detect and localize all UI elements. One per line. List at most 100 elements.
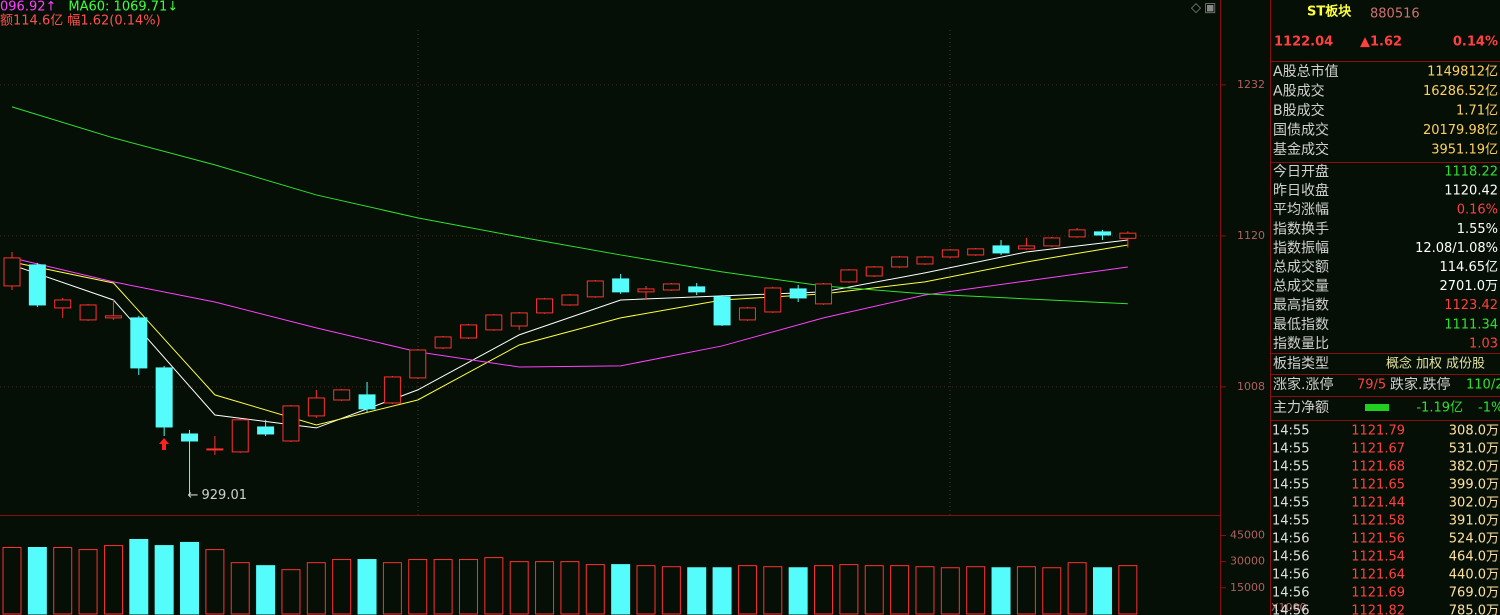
trade-volume: 785.0万 (1449, 604, 1499, 615)
change-pct: 0.14% (1453, 35, 1498, 50)
volume-bar (890, 565, 910, 615)
trade-price: 1121.82 (1351, 604, 1405, 615)
candle-body (383, 376, 401, 404)
icon[interactable]: ◇ (1191, 1, 1201, 16)
row-value: 1.71亿 (1456, 104, 1498, 119)
low-arrow (159, 438, 169, 450)
low-annotation: 929.01 (202, 488, 248, 503)
row-label: 跌家.跌停 (1390, 376, 1450, 393)
indicator-text: MA60: 1069.71↓ (68, 0, 178, 15)
candle-body (586, 280, 604, 298)
trade-price: 1121.69 (1351, 586, 1405, 601)
row-label: 涨家.涨停 (1273, 376, 1333, 393)
volume-bar (966, 566, 986, 615)
candle-body (3, 257, 21, 287)
volume-bar (636, 565, 656, 615)
ma-line (11, 257, 1128, 368)
candle-body (764, 287, 782, 313)
volume-bar (1092, 567, 1112, 615)
trade-time: 14:55 (1272, 478, 1309, 493)
trade-volume: 464.0万 (1449, 550, 1499, 565)
candle-body (561, 294, 579, 306)
trade-price: 1121.44 (1351, 496, 1405, 511)
row-label: 最低指数 (1273, 317, 1329, 333)
trade-time: 14:55 (1272, 460, 1309, 475)
row-label: 主力净额 (1273, 400, 1329, 416)
row-label: 国债成交 (1273, 122, 1329, 139)
icon[interactable]: ▣ (1204, 1, 1216, 16)
row-label: 今日开盘 (1273, 163, 1329, 180)
row-value: 0.16% (1457, 203, 1498, 218)
ma-line (11, 244, 1128, 426)
volume-bar (2, 546, 22, 615)
row-value: -1.19亿 (1416, 401, 1463, 416)
trade-time: 14:55 (1272, 496, 1309, 511)
candle-body (155, 367, 173, 428)
row-value: 12.08/1.08% (1415, 241, 1498, 256)
row-value: 2701.0万 (1440, 279, 1499, 294)
candle-body (358, 394, 376, 410)
volume-bar (281, 569, 301, 615)
trade-price: 1121.65 (1351, 478, 1405, 493)
candle-body (967, 248, 985, 256)
row-label: 平均涨幅 (1273, 202, 1329, 218)
candle-body (941, 249, 959, 258)
trade-time: 14:56 (1272, 586, 1309, 601)
candle-body (662, 283, 680, 291)
trade-volume: 302.0万 (1449, 496, 1499, 511)
volume-bar (712, 567, 732, 615)
sector-code: 880516 (1370, 7, 1420, 22)
candle-body (536, 298, 554, 314)
row-value: 114.65亿 (1440, 260, 1499, 275)
row-label: 总成交量 (1273, 278, 1329, 295)
candle-body (1119, 232, 1137, 239)
trade-price: 1121.67 (1351, 442, 1405, 457)
trade-time: 14:55 (1272, 514, 1309, 529)
trade-volume: 440.0万 (1449, 568, 1499, 583)
low-annotation-arrow: ← (188, 488, 199, 503)
row-label: 指数振幅 (1273, 240, 1329, 256)
row-label: A股总市值 (1273, 63, 1339, 80)
volume-bar (458, 559, 478, 615)
volume-bar (814, 565, 834, 615)
row-label: A股成交 (1273, 83, 1325, 100)
volume-bar (560, 561, 580, 615)
trade-volume: 308.0万 (1449, 424, 1499, 439)
candle-body (409, 349, 427, 379)
volume-bar (357, 559, 377, 615)
volume-bar (661, 566, 681, 615)
type-option[interactable]: 成份股 (1446, 357, 1485, 372)
candle-body (206, 448, 224, 451)
volume-bar (1042, 567, 1062, 615)
candle-body (257, 426, 275, 435)
volume-bar (509, 561, 529, 615)
volume-unit: X1000 (1271, 601, 1307, 614)
trade-volume: 531.0万 (1449, 442, 1499, 457)
candle-body (1043, 237, 1061, 247)
type-option[interactable]: 概念 (1386, 356, 1412, 372)
y-tick-label: 1008 (1237, 380, 1265, 393)
type-option[interactable]: 加权 (1416, 356, 1442, 372)
candle-body (865, 266, 883, 277)
row-label: 指数量比 (1273, 336, 1329, 352)
volume-tick-label: 30000 (1230, 555, 1265, 568)
volume-bar (1067, 562, 1087, 615)
candle-body (688, 286, 706, 293)
trade-price: 1121.64 (1351, 568, 1405, 583)
candle-body (1093, 231, 1111, 236)
indicator-text: 096.92↑ (0, 0, 56, 15)
trade-price: 1121.68 (1351, 460, 1405, 475)
volume-bar (27, 546, 47, 615)
price: 1122.04 (1274, 35, 1333, 50)
row-value: -1% (1478, 401, 1500, 416)
candle-body (181, 433, 199, 442)
volume-bar (129, 538, 149, 615)
row-label: 指数换手 (1273, 220, 1329, 237)
volume-bar (53, 546, 73, 615)
volume-bar (788, 567, 808, 615)
sector-name: ST板块 (1307, 4, 1352, 20)
volume-bar (306, 562, 326, 615)
ma-line (11, 106, 1128, 305)
